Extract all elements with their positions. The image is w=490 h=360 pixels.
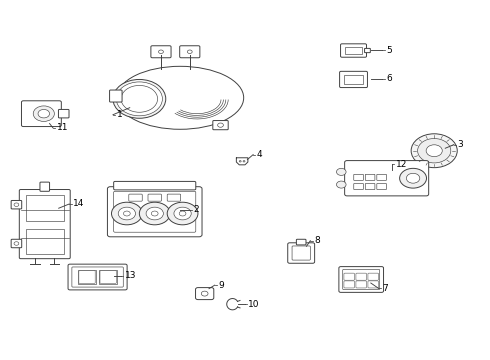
FancyBboxPatch shape bbox=[58, 109, 69, 118]
Circle shape bbox=[14, 203, 19, 207]
FancyBboxPatch shape bbox=[40, 182, 49, 191]
Text: 3: 3 bbox=[458, 140, 464, 149]
Text: 14: 14 bbox=[73, 199, 84, 208]
Ellipse shape bbox=[117, 66, 244, 129]
Circle shape bbox=[38, 109, 49, 118]
Circle shape bbox=[218, 123, 223, 127]
FancyBboxPatch shape bbox=[377, 184, 387, 189]
FancyBboxPatch shape bbox=[110, 90, 122, 102]
Circle shape bbox=[201, 291, 208, 296]
Bar bbox=[344, 75, 363, 84]
Circle shape bbox=[14, 242, 19, 245]
FancyBboxPatch shape bbox=[365, 184, 375, 189]
FancyBboxPatch shape bbox=[344, 273, 354, 280]
Circle shape bbox=[174, 207, 191, 220]
FancyBboxPatch shape bbox=[11, 201, 22, 209]
Circle shape bbox=[167, 202, 198, 225]
Circle shape bbox=[239, 161, 241, 162]
Text: 6: 6 bbox=[386, 74, 392, 83]
Text: 12: 12 bbox=[396, 159, 407, 168]
Text: 9: 9 bbox=[219, 281, 224, 290]
Bar bbox=[78, 270, 96, 284]
Bar bbox=[99, 270, 117, 284]
FancyBboxPatch shape bbox=[196, 288, 214, 300]
FancyBboxPatch shape bbox=[213, 121, 228, 130]
Circle shape bbox=[400, 168, 426, 188]
FancyBboxPatch shape bbox=[107, 187, 202, 237]
FancyBboxPatch shape bbox=[167, 194, 181, 201]
Circle shape bbox=[112, 202, 142, 225]
FancyBboxPatch shape bbox=[100, 271, 116, 283]
FancyBboxPatch shape bbox=[22, 101, 61, 127]
Circle shape bbox=[159, 50, 163, 54]
Circle shape bbox=[179, 211, 186, 216]
FancyBboxPatch shape bbox=[343, 269, 380, 289]
FancyBboxPatch shape bbox=[180, 46, 200, 58]
Circle shape bbox=[123, 211, 130, 216]
Circle shape bbox=[337, 181, 346, 188]
Circle shape bbox=[113, 80, 166, 118]
Circle shape bbox=[411, 134, 457, 168]
Circle shape bbox=[121, 85, 158, 112]
Circle shape bbox=[337, 168, 346, 175]
Circle shape bbox=[146, 207, 163, 220]
FancyBboxPatch shape bbox=[354, 174, 364, 180]
FancyBboxPatch shape bbox=[114, 181, 196, 190]
FancyBboxPatch shape bbox=[365, 174, 375, 180]
Circle shape bbox=[406, 173, 420, 183]
FancyBboxPatch shape bbox=[68, 264, 127, 290]
Text: 8: 8 bbox=[314, 236, 320, 245]
FancyBboxPatch shape bbox=[340, 71, 368, 87]
Circle shape bbox=[243, 161, 245, 162]
FancyBboxPatch shape bbox=[341, 44, 367, 57]
FancyBboxPatch shape bbox=[19, 189, 70, 259]
Text: 7: 7 bbox=[382, 284, 388, 293]
FancyBboxPatch shape bbox=[114, 191, 196, 232]
FancyBboxPatch shape bbox=[11, 239, 22, 248]
Text: 10: 10 bbox=[248, 300, 260, 309]
Bar bbox=[25, 195, 64, 221]
FancyBboxPatch shape bbox=[368, 281, 378, 288]
Circle shape bbox=[187, 50, 192, 54]
FancyBboxPatch shape bbox=[292, 246, 310, 260]
Circle shape bbox=[417, 139, 451, 163]
Text: 2: 2 bbox=[194, 206, 199, 215]
FancyBboxPatch shape bbox=[288, 243, 315, 263]
FancyBboxPatch shape bbox=[148, 194, 161, 201]
FancyBboxPatch shape bbox=[296, 239, 306, 245]
Text: 13: 13 bbox=[125, 271, 136, 280]
Circle shape bbox=[118, 207, 136, 220]
FancyBboxPatch shape bbox=[339, 267, 384, 292]
Circle shape bbox=[139, 202, 170, 225]
Bar bbox=[345, 47, 362, 54]
FancyBboxPatch shape bbox=[368, 273, 378, 280]
FancyBboxPatch shape bbox=[365, 48, 370, 53]
Circle shape bbox=[33, 106, 54, 121]
Text: 5: 5 bbox=[386, 46, 392, 55]
FancyBboxPatch shape bbox=[356, 273, 367, 280]
Bar bbox=[25, 229, 64, 254]
Text: 1: 1 bbox=[117, 110, 122, 119]
FancyBboxPatch shape bbox=[72, 267, 123, 287]
Circle shape bbox=[116, 82, 162, 116]
FancyBboxPatch shape bbox=[151, 46, 171, 58]
FancyBboxPatch shape bbox=[79, 271, 95, 283]
FancyBboxPatch shape bbox=[344, 281, 354, 288]
Circle shape bbox=[151, 211, 158, 216]
FancyBboxPatch shape bbox=[129, 194, 142, 201]
FancyBboxPatch shape bbox=[354, 184, 364, 189]
FancyBboxPatch shape bbox=[356, 281, 367, 288]
FancyBboxPatch shape bbox=[377, 174, 387, 180]
Text: 4: 4 bbox=[257, 150, 263, 159]
FancyBboxPatch shape bbox=[344, 161, 429, 196]
Text: 11: 11 bbox=[57, 123, 68, 132]
Circle shape bbox=[426, 145, 442, 157]
